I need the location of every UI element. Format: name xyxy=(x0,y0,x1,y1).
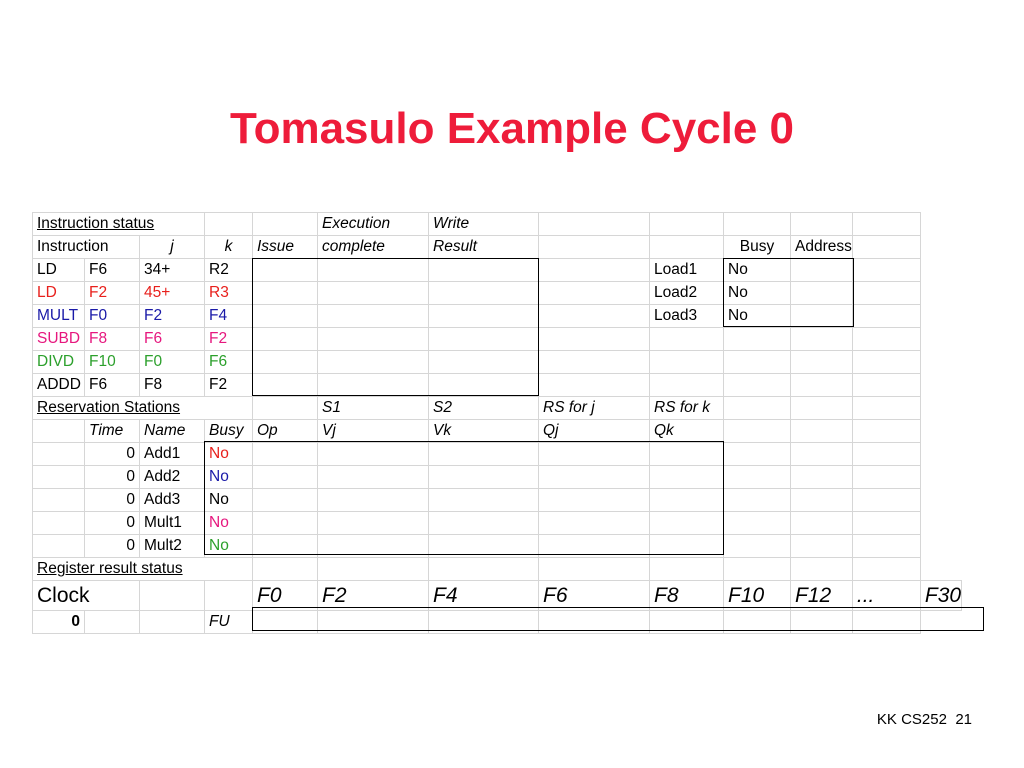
instr-j: F2 xyxy=(139,304,205,328)
busy-header: Busy xyxy=(723,235,791,259)
rs-name: Add1 xyxy=(139,442,205,466)
reservation-stations-label: Reservation Stations xyxy=(32,396,253,420)
j-header: j xyxy=(139,235,205,259)
complete-header: complete xyxy=(317,235,429,259)
instr-k: R2 xyxy=(204,258,253,282)
register-result-status-label: Register result status xyxy=(32,557,253,581)
rs-busy: No xyxy=(204,488,253,512)
load-buffer-name: Load3 xyxy=(649,304,724,328)
clock-value: 0 xyxy=(32,610,85,634)
write-header: Write xyxy=(428,212,539,236)
instr-j: 45+ xyxy=(139,281,205,305)
instr-k: F4 xyxy=(204,304,253,328)
register-name: F4 xyxy=(428,580,539,611)
instruction-row: DIVD F10 F0 F6 xyxy=(32,350,962,374)
instr-k: F2 xyxy=(204,373,253,397)
instr-dest: F10 xyxy=(84,350,140,374)
tomasulo-table: Instruction status Execution Write Instr… xyxy=(32,212,963,634)
instr-j: F8 xyxy=(139,373,205,397)
rs-name: Mult1 xyxy=(139,511,205,535)
s2-header: S2 xyxy=(428,396,539,420)
s1-header: S1 xyxy=(317,396,429,420)
load-buffer-name: Load1 xyxy=(649,258,724,282)
instr-k: R3 xyxy=(204,281,253,305)
rs-time: 0 xyxy=(84,442,140,466)
instruction-row: ADDD F6 F8 F2 xyxy=(32,373,962,397)
register-name: F30 xyxy=(919,580,963,611)
instruction-header: Instruction xyxy=(32,235,140,259)
rs-busy-header: Busy xyxy=(204,419,253,443)
clock-label: Clock xyxy=(32,580,140,611)
name-header: Name xyxy=(139,419,205,443)
fu-label: FU xyxy=(204,610,253,634)
register-name: F10 xyxy=(723,580,791,611)
rs-busy: No xyxy=(204,465,253,489)
rs-busy: No xyxy=(204,534,253,558)
vk-header: Vk xyxy=(428,419,539,443)
register-name: F6 xyxy=(538,580,650,611)
register-name: F0 xyxy=(252,580,318,611)
instr-dest: F6 xyxy=(84,258,140,282)
reservation-station-row: 0 Add2 No xyxy=(32,465,962,489)
rs-busy: No xyxy=(204,511,253,535)
register-name: F8 xyxy=(649,580,724,611)
rs-name: Add3 xyxy=(139,488,205,512)
footer-course: KK CS252 xyxy=(876,711,947,728)
load-buffer-busy: No xyxy=(723,281,791,305)
instruction-row: LD F2 45+ R3 Load2 No xyxy=(32,281,962,305)
time-header: Time xyxy=(84,419,140,443)
slide-footer: KK CS252 21 xyxy=(877,711,972,728)
rs-name: Mult2 xyxy=(139,534,205,558)
rs-for-k-header: RS for k xyxy=(649,396,724,420)
result-header: Result xyxy=(428,235,539,259)
slide-title: Tomasulo Example Cycle 0 xyxy=(229,104,795,153)
reservation-station-row: 0 Mult2 No xyxy=(32,534,962,558)
execution-header: Execution xyxy=(317,212,429,236)
instr-dest: F0 xyxy=(84,304,140,328)
load-buffer-name: Load2 xyxy=(649,281,724,305)
qk-header: Qk xyxy=(649,419,724,443)
load-buffer-busy: No xyxy=(723,258,791,282)
rs-for-j-header: RS for j xyxy=(538,396,650,420)
reservation-station-row: 0 Mult1 No xyxy=(32,511,962,535)
register-name: F2 xyxy=(317,580,429,611)
issue-header: Issue xyxy=(252,235,318,259)
load-buffer-busy: No xyxy=(723,304,791,328)
instruction-row: LD F6 34+ R2 Load1 No xyxy=(32,258,962,282)
op-header: Op xyxy=(252,419,318,443)
k-header: k xyxy=(204,235,253,259)
reservation-station-row: 0 Add1 No xyxy=(32,442,962,466)
address-header: Address xyxy=(790,235,853,259)
instr-op: LD xyxy=(32,258,85,282)
register-name: F12 xyxy=(790,580,853,611)
instr-dest: F6 xyxy=(84,373,140,397)
instr-op: MULT xyxy=(32,304,85,328)
instr-k: F6 xyxy=(204,350,253,374)
instruction-row: SUBD F8 F6 F2 xyxy=(32,327,962,351)
instr-op: LD xyxy=(32,281,85,305)
instr-op: DIVD xyxy=(32,350,85,374)
instr-k: F2 xyxy=(204,327,253,351)
footer-page-number: 21 xyxy=(955,711,972,728)
instr-dest: F2 xyxy=(84,281,140,305)
instruction-status-label: Instruction status xyxy=(32,212,205,236)
rs-busy: No xyxy=(204,442,253,466)
qj-header: Qj xyxy=(538,419,650,443)
instr-op: ADDD xyxy=(32,373,85,397)
reservation-station-row: 0 Add3 No xyxy=(32,488,962,512)
rs-time: 0 xyxy=(84,511,140,535)
rs-time: 0 xyxy=(84,534,140,558)
instruction-row: MULT F0 F2 F4 Load3 No xyxy=(32,304,962,328)
instr-op: SUBD xyxy=(32,327,85,351)
instr-dest: F8 xyxy=(84,327,140,351)
register-name: ... xyxy=(851,580,921,611)
rs-name: Add2 xyxy=(139,465,205,489)
instr-j: 34+ xyxy=(139,258,205,282)
vj-header: Vj xyxy=(317,419,429,443)
rs-time: 0 xyxy=(84,488,140,512)
instr-j: F0 xyxy=(139,350,205,374)
instr-j: F6 xyxy=(139,327,205,351)
rs-time: 0 xyxy=(84,465,140,489)
